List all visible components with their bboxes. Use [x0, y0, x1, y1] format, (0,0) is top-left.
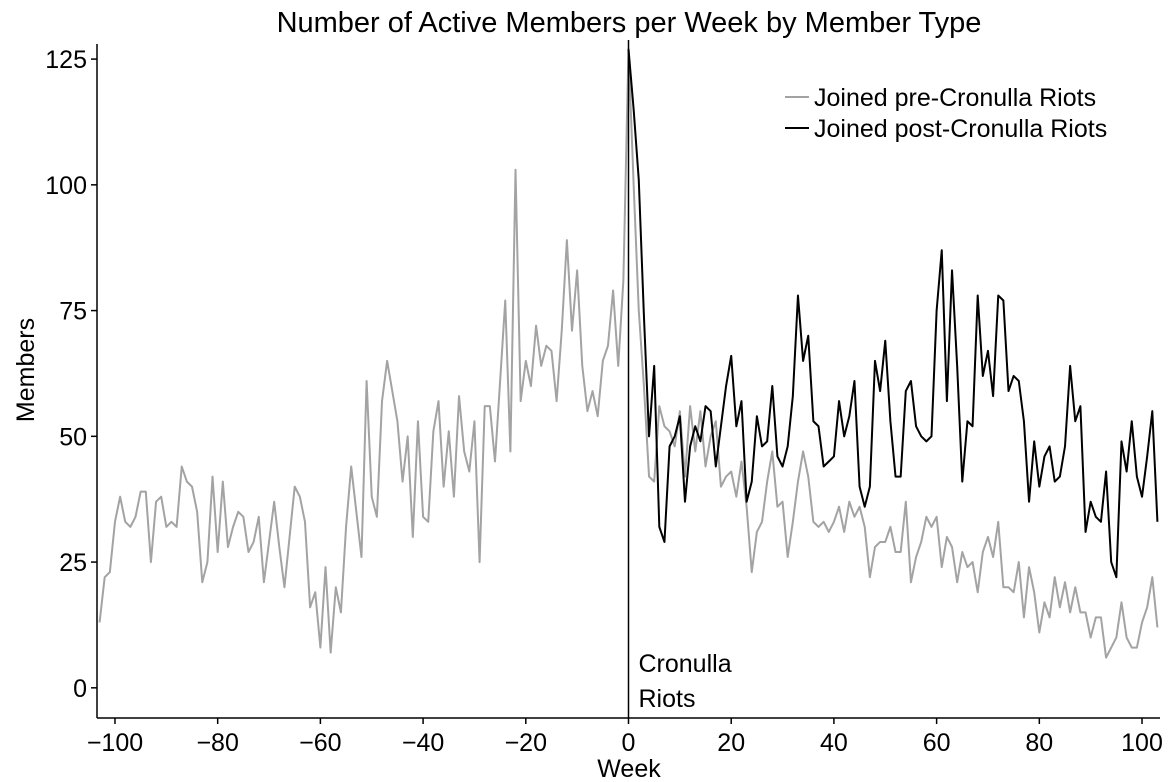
- series-line: [627, 48, 1159, 579]
- y-tick-label: 75: [59, 298, 87, 326]
- x-tick-label: −80: [196, 729, 238, 757]
- x-tick-label: −100: [87, 729, 143, 757]
- x-tick-label: 0: [622, 729, 636, 757]
- x-tick-label: 40: [820, 729, 848, 757]
- y-tick-label: 50: [59, 423, 87, 451]
- legend-label: Joined pre-Cronulla Riots: [814, 84, 1096, 112]
- x-tick-label: 60: [923, 729, 951, 757]
- y-tick-label: 125: [45, 46, 87, 74]
- x-tick-label: −20: [505, 729, 547, 757]
- chart-title: Number of Active Members per Week by Mem…: [277, 7, 982, 39]
- x-axis-label: Week: [597, 755, 661, 782]
- y-tick-label: 25: [59, 549, 87, 577]
- y-tick-label: 100: [45, 172, 87, 200]
- y-tick-label: 0: [73, 675, 87, 703]
- annotation-text: Riots: [639, 685, 696, 713]
- annotation-text: Cronulla: [639, 650, 732, 678]
- x-tick-label: 100: [1121, 729, 1163, 757]
- x-tick-label: 20: [717, 729, 745, 757]
- x-tick-label: 80: [1025, 729, 1053, 757]
- y-axis-label: Members: [12, 318, 40, 422]
- x-tick-label: −60: [299, 729, 341, 757]
- legend-label: Joined post-Cronulla Riots: [814, 115, 1107, 143]
- x-tick-label: −40: [402, 729, 444, 757]
